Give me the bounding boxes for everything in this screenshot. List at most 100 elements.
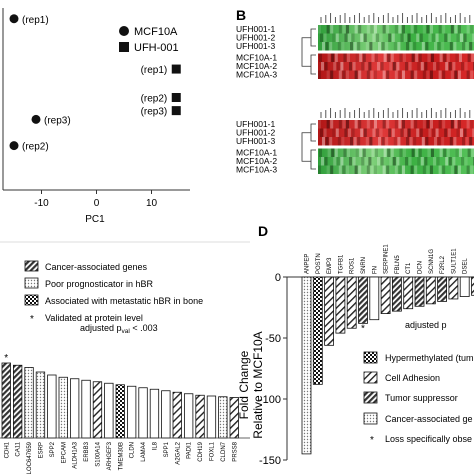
heatmap-cell [330,70,334,79]
heatmap-row-label: MCF10A-1 [236,148,277,158]
category-label: FN [372,266,378,274]
heatmap-cell [370,120,374,129]
heatmap-cell [371,148,375,157]
category-label: SULT1E1 [451,248,457,274]
legend-label: Cancer-associated genes [45,262,148,272]
x-tick-label: 10 [146,198,158,209]
heatmap-cell [327,53,331,62]
heatmap-cell [375,53,378,62]
heatmap-cell [425,137,429,146]
x-tick-label: -10 [34,198,49,209]
heatmap-cell [402,165,405,174]
heatmap-cell [454,70,458,79]
bar [172,391,182,439]
heatmap-cell [357,137,361,146]
bar [127,385,137,439]
heatmap-row [318,157,474,166]
heatmap-cell [334,53,338,62]
heatmap-row-label: MCF10A-2 [236,61,277,71]
heatmap-cell [443,148,447,157]
heatmap-cell [467,148,471,157]
point-label: (rep3) [44,115,71,126]
heatmap-cell [397,42,401,51]
heatmap-cell [442,165,446,174]
y-tick-label: -100 [259,394,281,406]
heatmap-cell [422,25,426,34]
heatmap-cell [360,33,364,42]
heatmap-cell [386,165,390,174]
heatmap-cell [459,53,462,62]
heatmap-cell [385,42,389,51]
heatmap-cell [377,62,380,71]
heatmap-cell [359,148,363,157]
heatmap-cell [347,53,350,62]
heatmap-cell [319,53,322,62]
heatmap-cell [338,165,342,174]
heatmap-cell [375,148,378,157]
heatmap-cell [441,42,445,51]
legend-swatch [363,351,378,364]
heatmap-cell [458,70,461,79]
heatmap-cell [346,25,349,34]
heatmap-cell [323,128,327,137]
scatter-point-ufh-001 [171,64,181,74]
heatmap-cell [404,33,407,42]
heatmap-cell [427,53,431,62]
heatmap-cell [459,148,462,157]
scatter-point-mcf10a [31,114,41,124]
heatmap-cell [325,42,329,51]
heatmap-cell [453,42,457,51]
heatmap-cell [439,53,443,62]
heatmap-cell [325,137,329,146]
heatmap-cell [379,33,383,42]
heatmap-cell [354,120,358,129]
x-tick-label: 0 [94,198,100,209]
heatmap-cell [358,165,362,174]
bar [104,382,114,439]
heatmap-cell [420,62,424,71]
heatmap-cell [351,128,355,137]
heatmap-cell [332,128,336,137]
heatmap-cell [326,165,330,174]
heatmap-cell [416,33,420,42]
heatmap-cell [469,137,473,146]
heatmap-cell [318,25,321,34]
panel-label-b: B [236,7,246,23]
heatmap-cell [466,165,470,174]
heatmap-cell [408,62,412,71]
category-label: ANPEP [305,254,311,274]
heatmap-cell [409,42,413,51]
heatmap-cell [337,42,341,51]
heatmap-cell [382,25,386,34]
heatmap-cell [358,25,362,34]
heatmap-cell [344,128,348,137]
legend-label-mcf10a: MCF10A [134,26,178,38]
heatmap-cell [387,148,391,157]
heatmap-cell [364,157,368,166]
legend-label: Associated with metastatic hBR in bone [45,296,203,306]
heatmap-cell [391,33,395,42]
heatmap-cell [424,157,428,166]
heatmap-cell [466,70,470,79]
heatmap-cell [336,157,340,166]
bar [1,362,11,439]
point-label: (rep1) [141,65,168,76]
heatmap-cell [362,53,366,62]
heatmap-cell [394,165,398,174]
heatmap-cell [436,157,440,166]
bar [414,276,425,307]
heatmap-cell [386,70,390,79]
heatmap-cell [415,53,419,62]
category-label: CLDN [130,442,136,458]
heatmap-cell [444,128,448,137]
bar [206,395,217,439]
heatmap-cell [458,120,461,129]
legend-asterisk-icon: * [30,314,34,325]
category-label: EMP3 [327,257,333,274]
heatmap-cell [330,25,334,34]
heatmap-cell [335,33,339,42]
heatmap-cell [405,62,408,71]
heatmap-cell [431,148,434,157]
panel-d-bar-chart: D Fold Change Relative to MCF10A 0 -50 -10… [237,223,474,467]
heatmap-cell [463,33,467,42]
